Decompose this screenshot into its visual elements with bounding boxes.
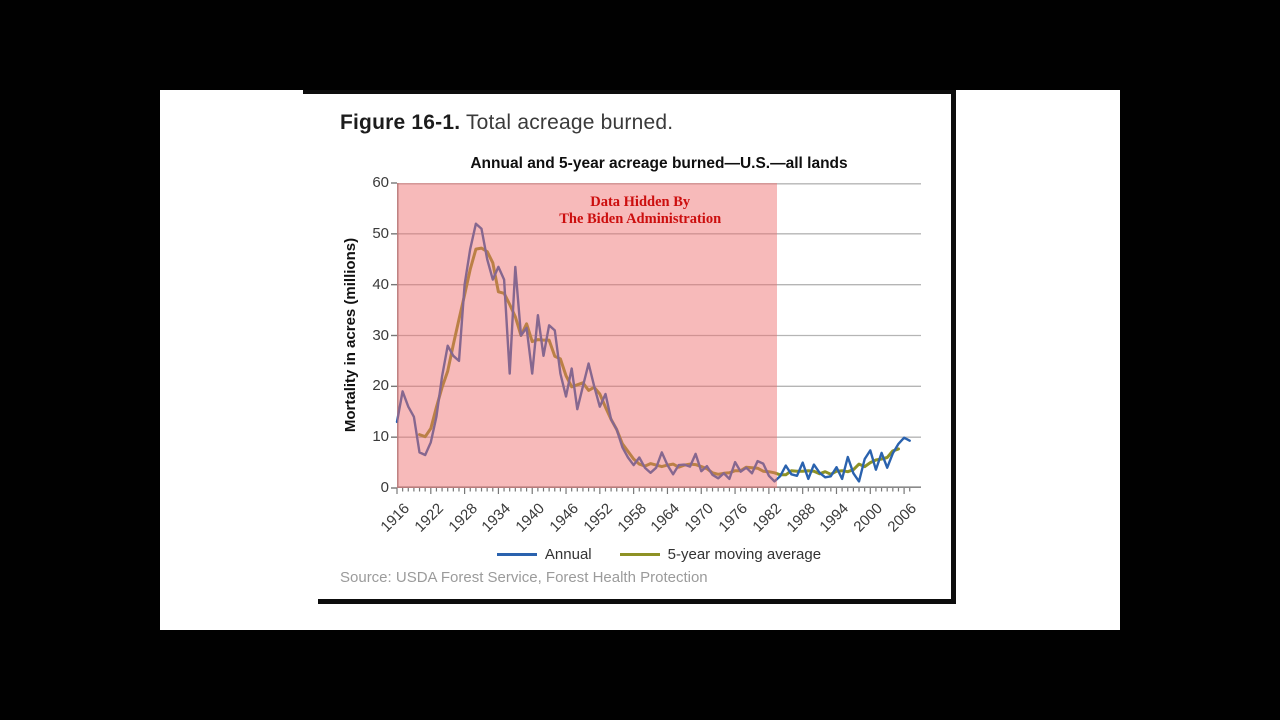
series-line-annual bbox=[395, 222, 911, 483]
figure-title: Figure 16-1. Total acreage burned. bbox=[340, 111, 673, 135]
legend-label: 5-year moving average bbox=[667, 546, 822, 563]
figure-number: Figure 16-1. bbox=[340, 111, 461, 134]
legend-swatch bbox=[496, 552, 537, 557]
y-tick-label-0: 0 bbox=[380, 479, 389, 496]
censor-text-line1: Data Hidden By bbox=[590, 194, 691, 210]
legend-item-annual: Annual bbox=[496, 546, 592, 563]
y-tick-label-10: 10 bbox=[372, 428, 389, 446]
figure-border-right bbox=[951, 90, 956, 604]
figure-caption: Total acreage burned. bbox=[465, 111, 674, 134]
legend-item-5-year-moving-average: 5-year moving average bbox=[619, 546, 822, 563]
source-note: Source: USDA Forest Service, Forest Heal… bbox=[340, 569, 708, 586]
legend-label: Annual bbox=[544, 546, 592, 563]
slide-background bbox=[160, 90, 1120, 630]
chart-canvas bbox=[391, 182, 921, 494]
chart-title: Annual and 5-year acreage burned—U.S.—al… bbox=[470, 155, 848, 172]
censor-text-line2: The Biden Administration bbox=[559, 211, 722, 227]
figure-border-top bbox=[303, 90, 956, 94]
y-tick-label-20: 20 bbox=[372, 377, 389, 395]
legend-swatch bbox=[619, 552, 660, 557]
chart-legend: Annual 5-year moving average bbox=[397, 546, 921, 563]
y-tick-label-40: 40 bbox=[372, 275, 389, 293]
censor-text: Data Hidden By The Biden Administration bbox=[503, 194, 777, 228]
figure-border-bottom bbox=[318, 599, 956, 604]
y-tick-label-50: 50 bbox=[372, 224, 389, 242]
y-tick-label-60: 60 bbox=[372, 174, 389, 191]
y-tick-label-30: 30 bbox=[372, 326, 389, 344]
censor-overlay-region: Data Hidden By The Biden Administration bbox=[397, 183, 777, 488]
